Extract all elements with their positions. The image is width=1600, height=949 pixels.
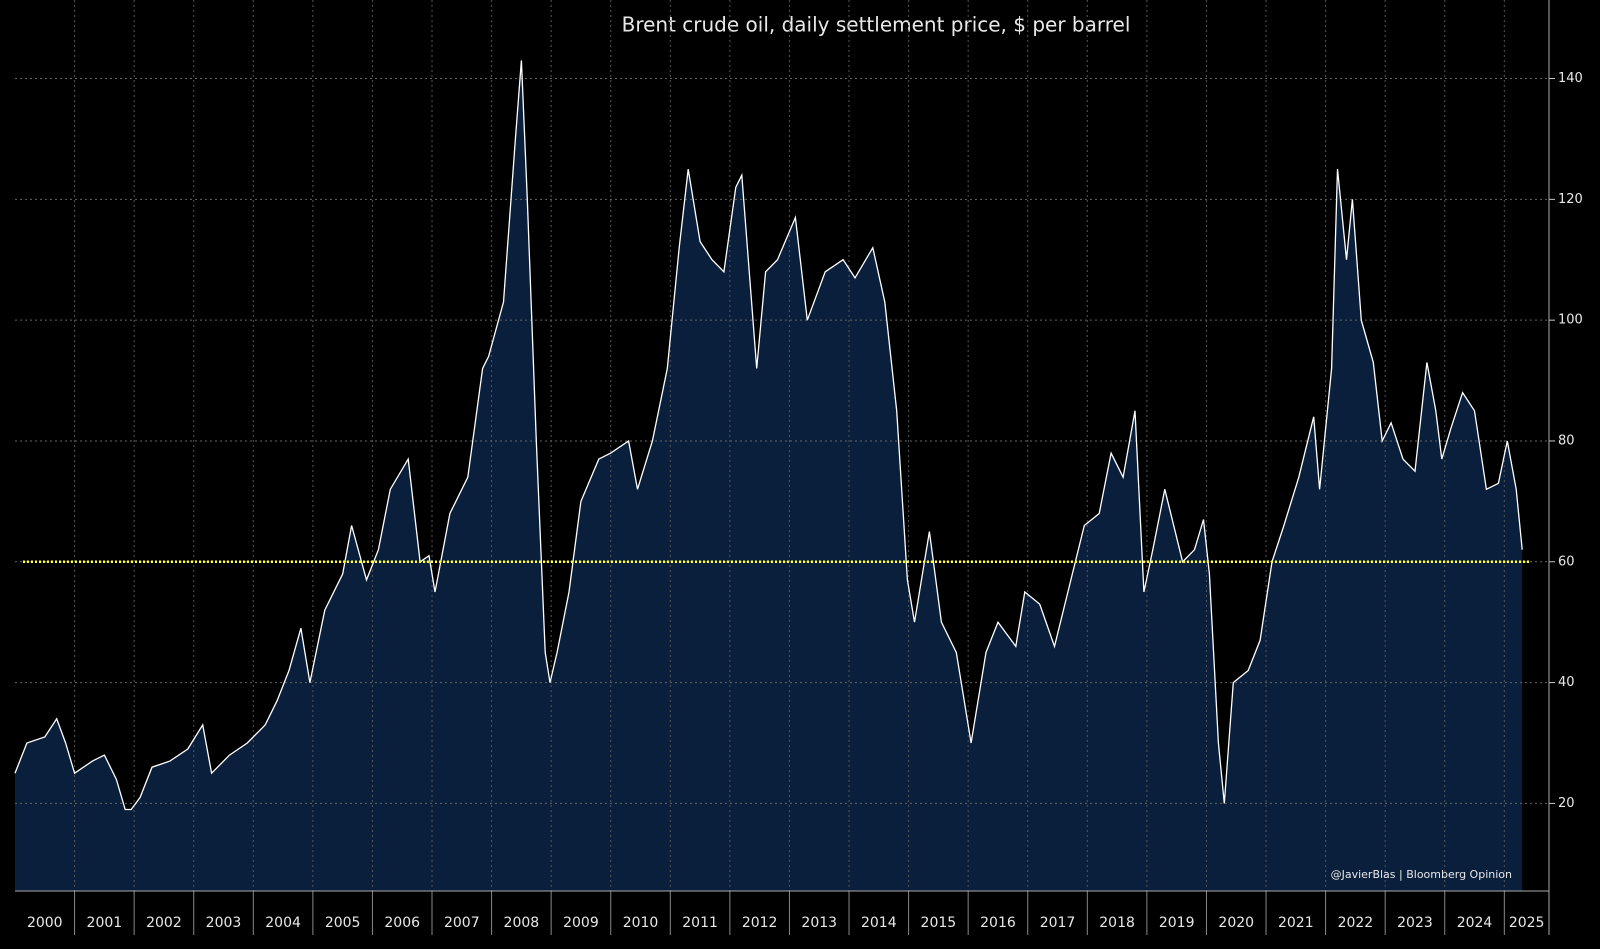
y-tick-label: 20 [1558, 796, 1575, 811]
chart-title: Brent crude oil, daily settlement price,… [622, 13, 1131, 37]
x-tick-label: 2008 [504, 915, 540, 931]
x-tick-label: 2022 [1338, 915, 1374, 931]
x-tick-label: 2012 [742, 915, 778, 931]
x-tick-label: 2014 [861, 915, 897, 931]
y-tick-label: 60 [1558, 554, 1575, 569]
x-tick-label: 2016 [980, 915, 1016, 931]
x-tick-label: 2015 [921, 915, 957, 931]
x-tick-label: 2013 [801, 915, 837, 931]
x-tick-label: 2020 [1218, 915, 1254, 931]
area [15, 60, 1523, 891]
x-tick-label: 2009 [563, 915, 599, 931]
x-tick-label: 2023 [1397, 915, 1433, 931]
x-tick-label: 2007 [444, 915, 480, 931]
y-tick-label: 120 [1558, 192, 1583, 207]
y-tick-label: 40 [1558, 675, 1575, 690]
x-tick-label: 2024 [1457, 915, 1493, 931]
x-tick-label: 2010 [623, 915, 659, 931]
y-tick-label: 100 [1558, 313, 1583, 328]
x-tick-label: 2019 [1159, 915, 1195, 931]
x-tick-label: 2006 [384, 915, 420, 931]
x-tick-label: 2000 [27, 915, 63, 931]
x-tick-label: 2002 [146, 915, 182, 931]
x-tick-label: 2025 [1509, 915, 1545, 931]
x-tick-label: 2001 [87, 915, 123, 931]
credit: @JavierBlas | Bloomberg Opinion [1331, 868, 1512, 881]
x-tick-label: 2004 [265, 915, 301, 931]
y-tick-label: 140 [1558, 71, 1583, 86]
x-tick-label: 2011 [682, 915, 718, 931]
x-tick-label: 2003 [206, 915, 242, 931]
y-tick-label: 80 [1558, 433, 1575, 448]
x-tick-label: 2017 [1040, 915, 1076, 931]
x-tick-label: 2021 [1278, 915, 1314, 931]
x-tick-label: 2005 [325, 915, 361, 931]
line [14, 60, 1523, 811]
x-tick-label: 2018 [1099, 915, 1135, 931]
